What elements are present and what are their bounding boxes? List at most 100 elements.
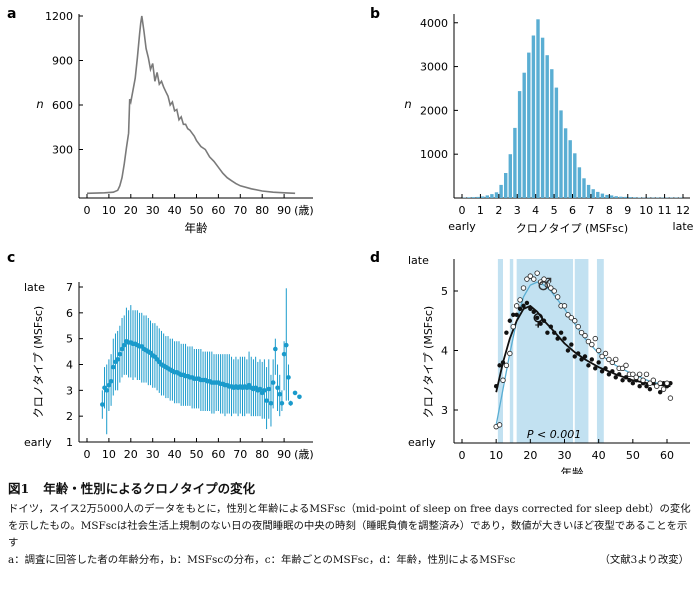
data-point xyxy=(119,346,125,352)
histogram-bar xyxy=(623,196,628,198)
female-data-point xyxy=(572,354,577,359)
histogram-bar xyxy=(554,87,559,198)
age-distribution-line xyxy=(86,15,296,195)
data-point xyxy=(266,386,272,392)
x-tick-label: 8 xyxy=(606,204,613,217)
x-tick-label: 2 xyxy=(495,204,502,217)
x-tick-label: 0 xyxy=(459,449,466,462)
data-point xyxy=(117,351,123,357)
histogram-bar xyxy=(596,191,600,198)
x-tick-label: 50 xyxy=(190,448,204,461)
y-tick-label: 600 xyxy=(52,99,73,112)
male-data-point xyxy=(654,383,660,389)
panel-d: 3 4 5 late early 0 10 20 30 40 50 60 年齢 クロノタイプ (MSFsc… xyxy=(408,254,690,474)
x-tick-label: 50 xyxy=(190,204,204,217)
histogram-bar xyxy=(614,196,618,198)
female-data-point xyxy=(586,363,591,368)
x-tick-label: 12 xyxy=(676,204,690,217)
y-tick-label: 900 xyxy=(52,55,73,68)
male-data-point xyxy=(595,347,602,354)
female-data-point xyxy=(565,348,571,353)
x-tick-label: 60 xyxy=(211,204,225,217)
male-data-point xyxy=(667,395,674,401)
x-tick-label: 90 xyxy=(277,204,291,217)
male-data-point xyxy=(496,422,503,428)
male-data-point xyxy=(544,282,551,288)
female-data-point xyxy=(531,309,536,315)
female-data-point xyxy=(599,369,605,374)
histogram-bar xyxy=(499,184,503,198)
male-data-point xyxy=(568,315,575,321)
x-tick-label: 90 xyxy=(277,448,291,461)
x-axis-title: 年齢 xyxy=(561,466,584,474)
female-data-point xyxy=(603,366,608,371)
female-data-point xyxy=(616,372,622,377)
x-tick-label: 5 xyxy=(551,204,558,217)
histogram-bar xyxy=(600,193,605,198)
y-tick-label: 2 xyxy=(66,410,73,423)
y-tick-label: 7 xyxy=(66,281,73,294)
y-axis-title: クロノタイプ (MSFsc) xyxy=(422,306,435,418)
male-data-point xyxy=(647,380,653,386)
x-tick-label: 70 xyxy=(233,448,247,461)
data-point xyxy=(275,385,280,391)
male-data-point xyxy=(503,362,510,369)
female-data-point xyxy=(534,315,540,320)
data-point xyxy=(279,400,285,406)
female-data-point xyxy=(620,378,625,383)
female-data-point xyxy=(497,363,502,368)
histogram-bar xyxy=(591,189,595,198)
data-point xyxy=(281,351,287,357)
y-tick-label: 5 xyxy=(441,285,448,298)
histogram-bar xyxy=(490,194,494,198)
p-value-annotation: P < 0.001 xyxy=(527,428,581,441)
male-data-point xyxy=(613,356,619,363)
x-unit-label: (歳) xyxy=(294,204,314,217)
female-data-point xyxy=(541,318,547,323)
male-data-point xyxy=(541,276,547,282)
y-tick-label: 4 xyxy=(441,345,448,358)
x-tick-label: 80 xyxy=(255,204,269,217)
histogram-bar xyxy=(605,194,609,198)
caption-source: （文献3より改変） xyxy=(599,554,689,566)
male-data-point xyxy=(578,329,585,336)
female-data-point xyxy=(637,384,642,389)
female-data-point xyxy=(524,300,530,306)
y-tick-label: 6 xyxy=(66,307,73,320)
female-data-point xyxy=(657,389,663,395)
female-data-point xyxy=(548,324,554,329)
y-tick-label: 1200 xyxy=(45,10,73,23)
x-tick-label: 30 xyxy=(146,448,160,461)
y-tick-label: 1000 xyxy=(420,148,448,161)
histogram-bar xyxy=(540,37,545,199)
x-tick-label: 50 xyxy=(626,449,640,462)
y-min-label: early xyxy=(24,436,52,449)
caption-title: 図1 年齢・性別によるクロノタイプの変化 xyxy=(8,478,693,497)
data-point xyxy=(283,342,289,348)
male-data-point xyxy=(507,350,513,357)
male-data-point xyxy=(537,279,544,285)
x-tick-label: 60 xyxy=(211,448,225,461)
female-series-label: ♀ xyxy=(532,311,544,331)
y-axis-title: n xyxy=(36,97,43,111)
male-data-point xyxy=(527,273,534,279)
data-point xyxy=(288,400,293,406)
female-data-point xyxy=(514,312,519,317)
female-data-point xyxy=(500,360,506,365)
x-tick-label: 3 xyxy=(514,204,521,217)
x-tick-label: 20 xyxy=(124,204,138,217)
histogram-bar xyxy=(522,72,526,198)
y-tick-label: 3 xyxy=(441,404,448,417)
data-point xyxy=(110,364,116,370)
male-data-point xyxy=(650,377,657,383)
female-data-point xyxy=(521,303,526,309)
x-tick-label: 0 xyxy=(84,204,91,217)
data-point xyxy=(292,390,298,396)
x-axis-title: 年齢 xyxy=(185,221,208,235)
x-tick-label: 40 xyxy=(168,204,182,217)
male-data-point xyxy=(623,362,629,369)
male-data-point xyxy=(513,303,520,309)
x-tick-label: 40 xyxy=(168,448,182,461)
histogram-bar xyxy=(573,153,577,198)
